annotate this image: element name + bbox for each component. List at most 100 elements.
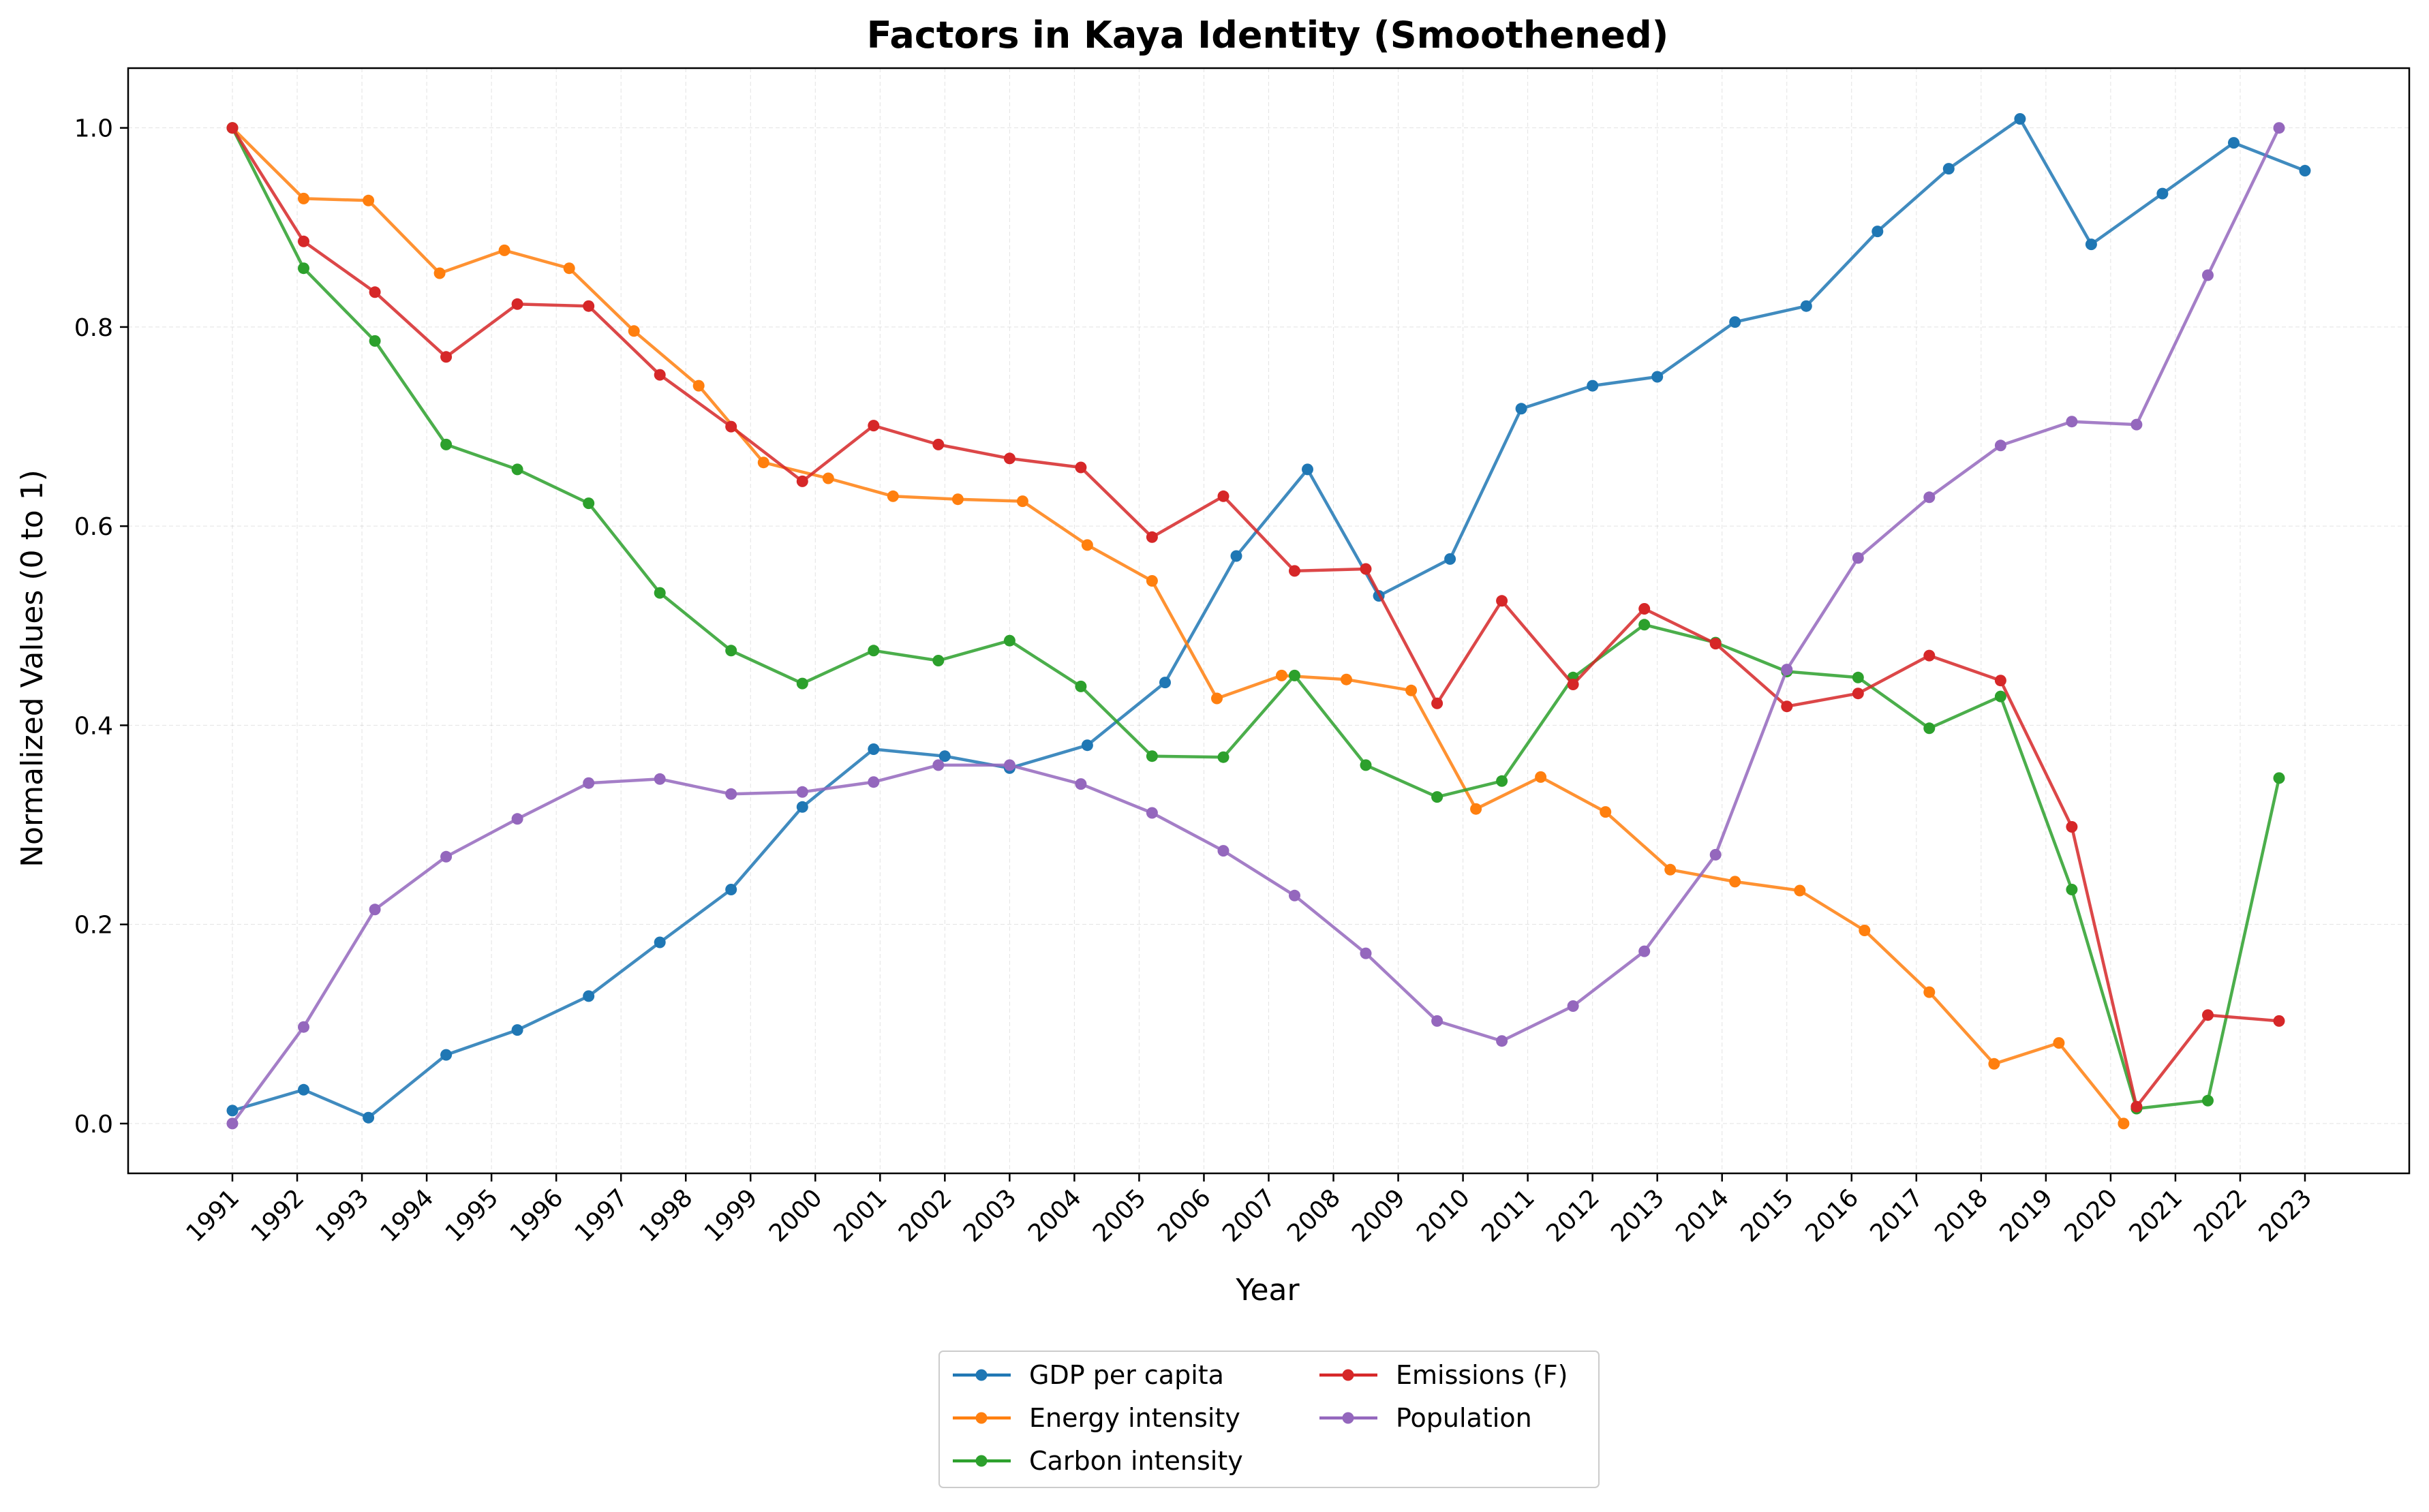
- data-point: [2066, 416, 2078, 428]
- y-axis-label: Normalized Values (0 to 1): [15, 469, 50, 867]
- data-point: [1794, 884, 1806, 897]
- data-point: [298, 235, 309, 247]
- data-point: [1942, 163, 1955, 175]
- data-point: [868, 743, 880, 755]
- data-point: [2202, 1009, 2214, 1021]
- data-point: [1003, 759, 1015, 771]
- data-point: [1003, 634, 1015, 647]
- x-tick-label: 2000: [764, 1184, 828, 1248]
- data-point: [440, 850, 453, 863]
- data-point: [1302, 463, 1313, 476]
- legend-label: Carbon intensity: [1029, 1446, 1243, 1476]
- series-line-energy-intensity: [231, 127, 2125, 1125]
- x-tick-label: 2013: [1606, 1184, 1670, 1248]
- data-point: [1360, 759, 1372, 771]
- data-point: [1289, 565, 1300, 577]
- legend-item-gdp-per-capita: GDP per capita: [953, 1360, 1224, 1390]
- legend-swatch-marker: [975, 1412, 988, 1424]
- data-point: [2066, 884, 2078, 895]
- data-point: [2273, 1015, 2285, 1027]
- x-tick-label: 2021: [2124, 1184, 2188, 1248]
- data-point: [363, 1111, 375, 1124]
- data-point: [932, 759, 945, 771]
- data-point: [1075, 778, 1087, 790]
- x-tick-label: 2012: [1541, 1184, 1605, 1248]
- data-point: [1146, 750, 1158, 762]
- data-point: [654, 773, 666, 785]
- data-point: [1587, 380, 1599, 392]
- data-point: [1217, 845, 1229, 857]
- legend-label: Population: [1396, 1403, 1532, 1433]
- series-line-emissions-f: [231, 127, 2280, 1109]
- data-point: [1729, 876, 1741, 888]
- x-tick-label: 1992: [246, 1184, 310, 1248]
- data-point: [1003, 452, 1015, 465]
- data-point: [2156, 187, 2169, 200]
- data-point: [2202, 1094, 2214, 1107]
- data-point: [1146, 575, 1158, 587]
- data-point: [628, 325, 640, 337]
- data-point: [1781, 664, 1793, 676]
- data-point: [796, 475, 808, 487]
- x-tick-label: 1999: [699, 1184, 763, 1248]
- data-point: [1638, 945, 1651, 957]
- series-energy-intensity: [226, 122, 2130, 1130]
- data-point: [1923, 491, 1936, 504]
- data-point: [725, 420, 737, 433]
- data-point: [363, 194, 375, 206]
- data-point: [1276, 669, 1287, 681]
- data-point: [1431, 697, 1443, 709]
- data-point: [226, 122, 239, 134]
- x-tick-label: 1991: [181, 1184, 245, 1248]
- data-point: [1146, 531, 1158, 543]
- data-point: [1159, 677, 1171, 689]
- x-tick-label: 1997: [570, 1184, 634, 1248]
- data-point: [1535, 771, 1547, 783]
- grid: [128, 68, 2409, 1173]
- data-point: [725, 884, 737, 895]
- x-tick-label: 1996: [505, 1184, 569, 1248]
- x-tick-label: 2008: [1282, 1184, 1346, 1248]
- data-point: [440, 438, 453, 450]
- data-point: [2053, 1037, 2065, 1049]
- data-point: [2273, 122, 2285, 134]
- data-point: [1075, 461, 1087, 474]
- x-tick-label: 2023: [2254, 1184, 2318, 1248]
- data-point: [1230, 550, 1242, 562]
- data-point: [868, 776, 880, 788]
- data-point: [433, 267, 446, 279]
- data-point: [868, 645, 880, 657]
- data-point: [583, 300, 595, 312]
- data-point: [822, 472, 834, 484]
- data-point: [369, 286, 381, 298]
- x-tick-label: 1993: [311, 1184, 375, 1248]
- series-line-population: [231, 127, 2281, 1125]
- x-tick-label: 1994: [376, 1184, 440, 1248]
- data-point: [1496, 1035, 1508, 1047]
- x-tick-label: 2009: [1347, 1184, 1411, 1248]
- data-point: [796, 786, 808, 798]
- data-point: [1081, 539, 1093, 551]
- data-point: [938, 750, 951, 762]
- data-point: [725, 645, 737, 657]
- x-tick-label: 2017: [1865, 1184, 1929, 1248]
- data-point: [298, 192, 309, 204]
- x-tick-label: 2018: [1929, 1184, 1993, 1248]
- data-point: [2202, 269, 2214, 281]
- data-point: [1515, 403, 1527, 415]
- legend-label: GDP per capita: [1029, 1360, 1224, 1390]
- data-point: [369, 904, 381, 916]
- x-tick-label: 2016: [1800, 1184, 1864, 1248]
- legend-swatch-marker: [975, 1369, 988, 1381]
- data-point: [1496, 595, 1508, 607]
- x-tick-label: 2002: [893, 1184, 958, 1248]
- data-point: [2130, 418, 2143, 431]
- data-point: [1994, 675, 2006, 687]
- data-point: [1211, 692, 1223, 705]
- x-tick-label: 2015: [1735, 1184, 1799, 1248]
- data-point: [1729, 316, 1741, 328]
- data-point: [2273, 772, 2285, 784]
- data-point: [2299, 165, 2311, 176]
- series-group: [226, 113, 2311, 1130]
